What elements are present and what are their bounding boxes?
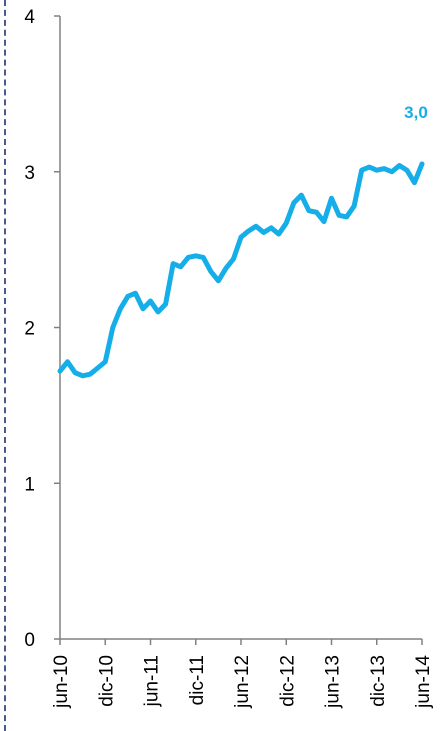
x-tick-label: jun-12 — [232, 655, 253, 709]
x-tick-label: jun-11 — [142, 655, 163, 707]
x-tick-label: dic-13 — [368, 655, 389, 707]
series-line — [57, 161, 425, 379]
series — [57, 161, 425, 379]
x-axis: jun-10 dic-10 jun-11 dic-11 jun-12 dic-12 jun-… — [51, 638, 434, 709]
x-tick-label: dic-10 — [96, 655, 117, 707]
x-tick-label: jun-10 — [51, 655, 72, 709]
x-tick-label: dic-11 — [187, 655, 208, 705]
x-tick-label: jun-14 — [413, 655, 434, 709]
x-tick-label: dic-12 — [277, 655, 298, 707]
dashed-border — [4, 0, 6, 731]
y-tick-label: 1 — [24, 474, 35, 495]
y-tick-label: 0 — [24, 630, 35, 651]
end-value-label: 3,0 — [404, 103, 428, 122]
y-axis: 0 1 2 3 4 — [24, 7, 61, 651]
y-tick-label: 2 — [24, 319, 35, 340]
y-tick-label: 3 — [24, 163, 35, 184]
x-tick-label: jun-13 — [323, 655, 344, 709]
y-tick-label: 4 — [24, 7, 35, 28]
